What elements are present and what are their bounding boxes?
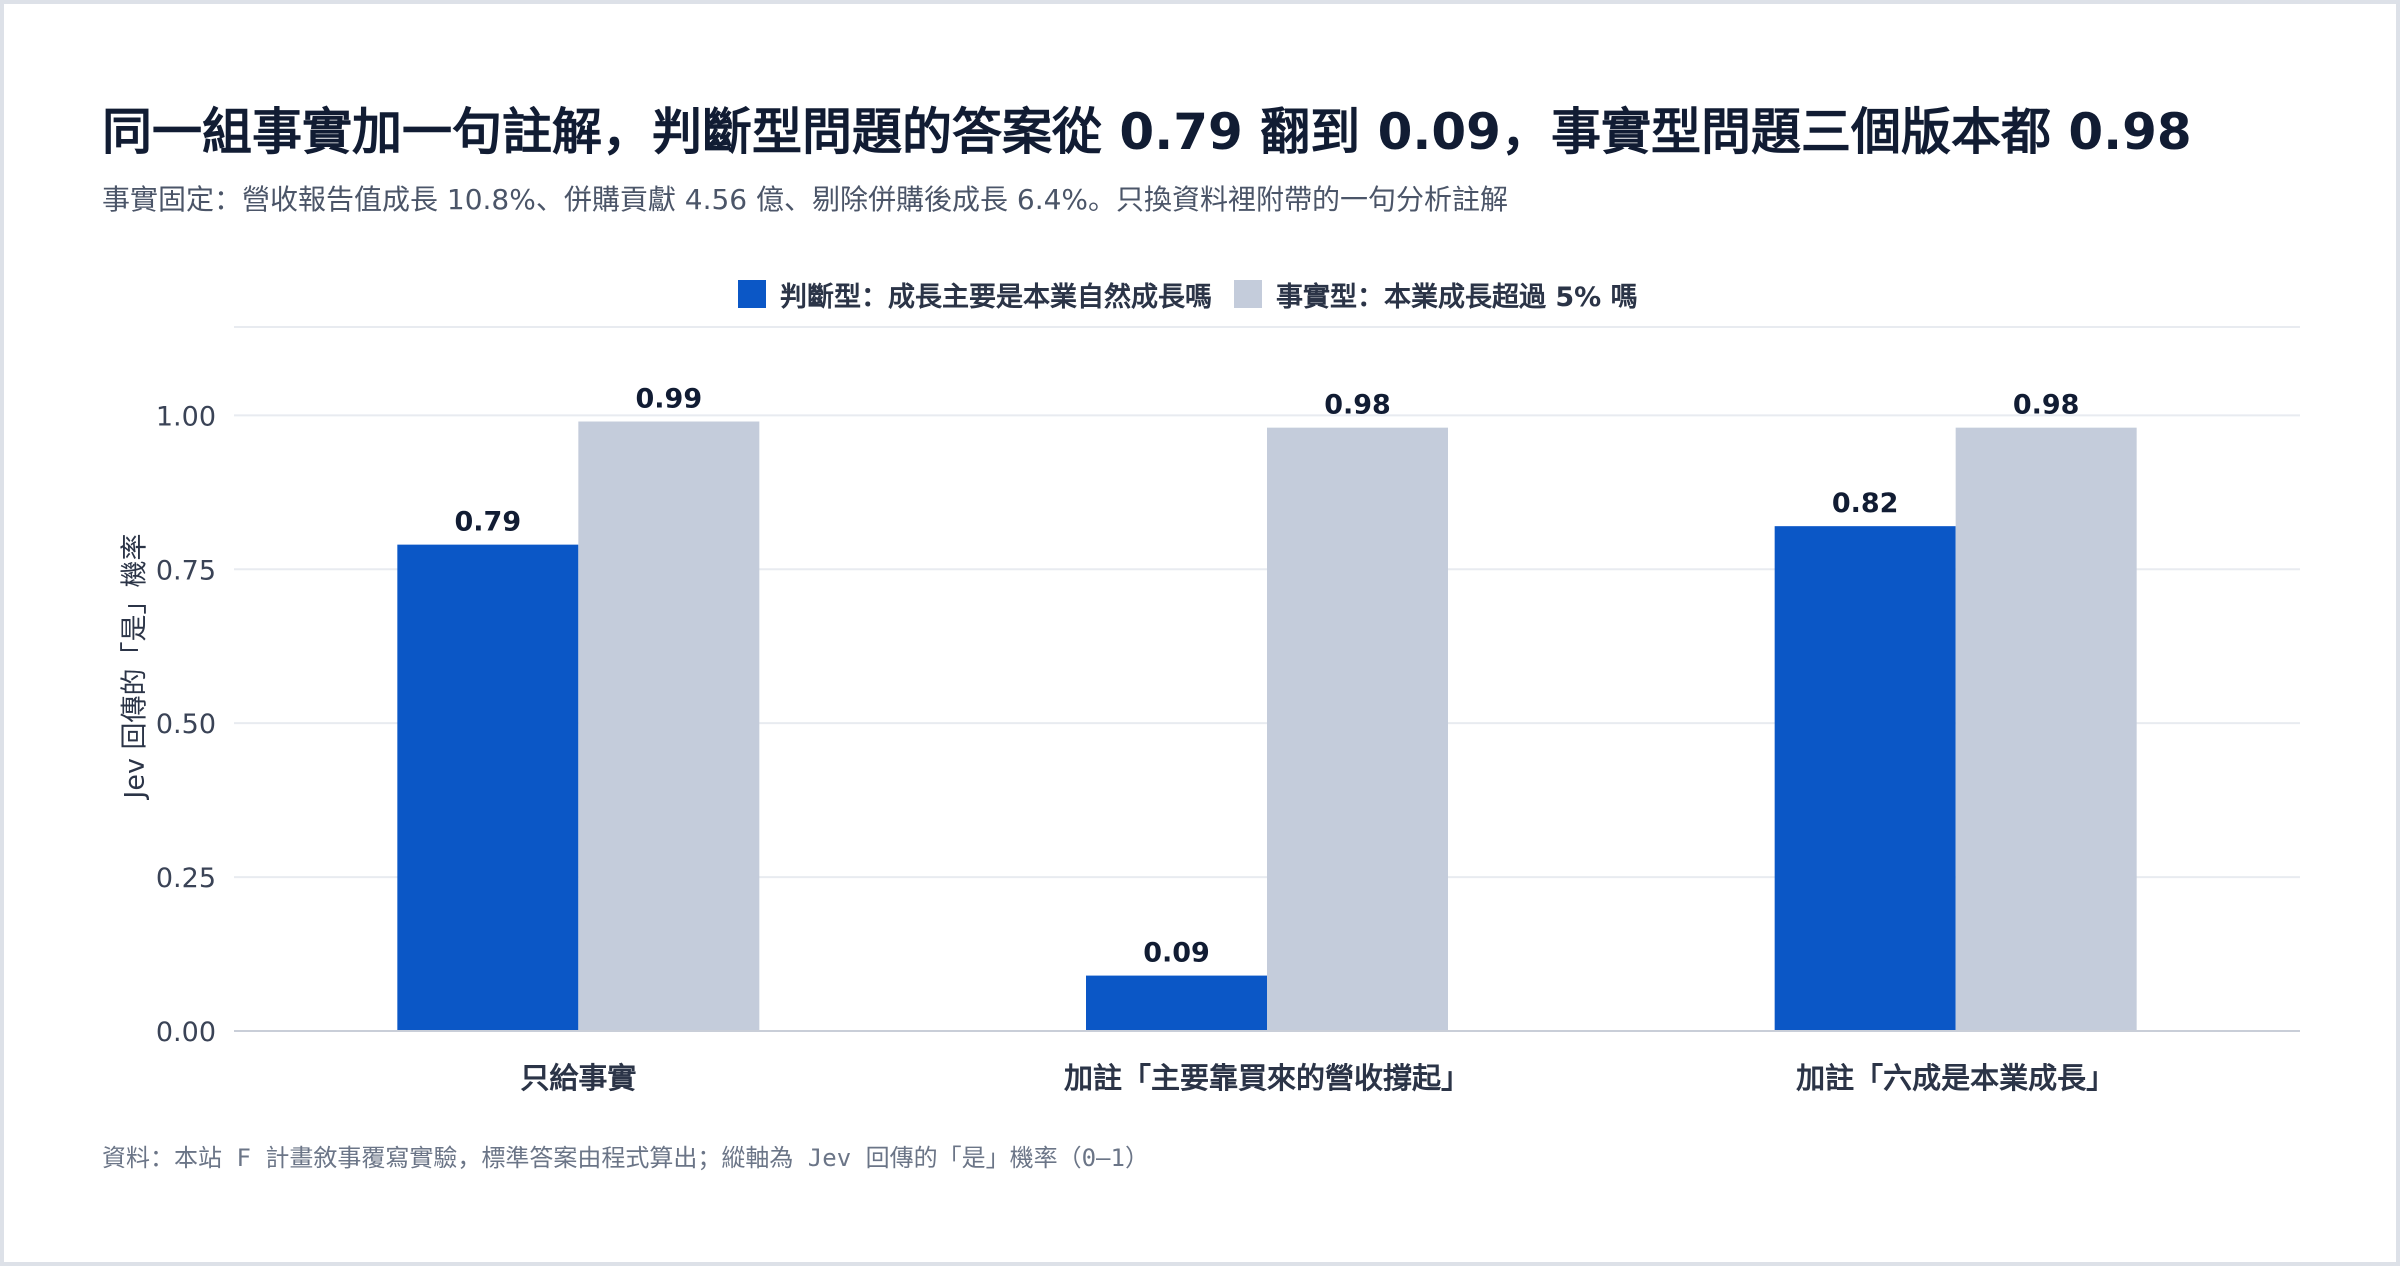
- bar-value-label: 0.99: [636, 384, 703, 415]
- chart-subtitle: 事實固定：營收報告值成長 10.8%、併購貢獻 4.56 億、剔除併購後成長 6…: [102, 183, 1509, 216]
- bar-chart: 0.00 0.25 0.50 0.75 1.00 0.79 0.99 只給事實 0.09 0.98…: [156, 326, 2300, 1095]
- bar-value-label: 0.98: [2013, 390, 2080, 421]
- chart-title: 同一組事實加一句註解，判斷型問題的答案從 0.79 翻到 0.09，事實型問題三…: [102, 103, 2192, 161]
- y-tick-label: 0.50: [156, 709, 216, 740]
- chart-card: 同一組事實加一句註解，判斷型問題的答案從 0.79 翻到 0.09，事實型問題三…: [4, 4, 2396, 1262]
- bar: [1774, 526, 1956, 1031]
- legend-label-judgment: 判斷型：成長主要是本業自然成長嗎: [780, 281, 1212, 313]
- legend-swatch-judgment: [738, 280, 766, 308]
- y-tick-label: 1.00: [156, 401, 216, 432]
- bar-value-label: 0.82: [1832, 488, 1899, 519]
- bar-value-label: 0.79: [455, 507, 522, 538]
- footnote: 資料：本站 F 計畫敘事覆寫實驗，標準答案由程式算出；縱軸為 Jev 回傳的「是…: [102, 1144, 1149, 1172]
- legend-label-fact: 事實型：本業成長超過 5% 嗎: [1276, 281, 1638, 313]
- y-tick-label: 0.25: [156, 863, 216, 894]
- y-tick-label: 0.00: [156, 1017, 216, 1048]
- x-category-label: 只給事實: [520, 1061, 636, 1095]
- bar: [1267, 427, 1448, 1031]
- bar: [1955, 427, 2137, 1031]
- legend-swatch-fact: [1234, 280, 1262, 308]
- x-category-label: 加註「主要靠買來的營收撐起」: [1064, 1061, 1470, 1095]
- y-tick-label: 0.75: [156, 555, 216, 586]
- legend-item-judgment: 判斷型：成長主要是本業自然成長嗎: [738, 275, 1212, 314]
- x-category-label: 加註「六成是本業成長」: [1796, 1061, 2115, 1095]
- bar: [578, 421, 760, 1031]
- legend-item-fact: 事實型：本業成長超過 5% 嗎: [1234, 275, 1638, 314]
- bar: [397, 544, 579, 1031]
- bar-value-label: 0.09: [1143, 938, 1210, 969]
- bar-value-label: 0.98: [1324, 390, 1391, 421]
- legend: 判斷型：成長主要是本業自然成長嗎 事實型：本業成長超過 5% 嗎: [738, 274, 1660, 314]
- bar: [1086, 975, 1267, 1031]
